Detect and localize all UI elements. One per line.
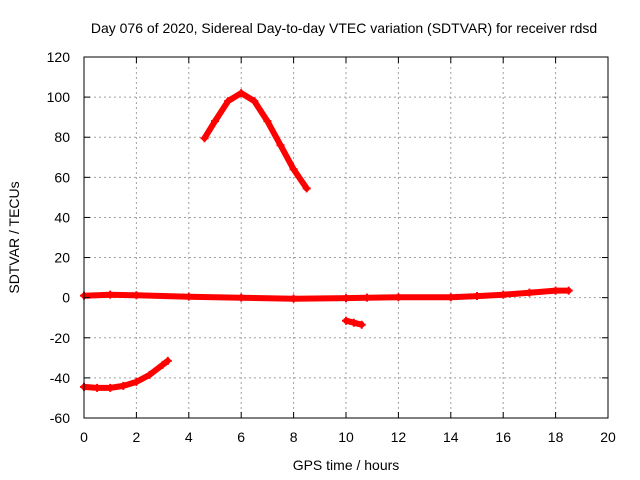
y-tick-label: 0 bbox=[62, 290, 70, 306]
data-point bbox=[200, 134, 209, 143]
data-point bbox=[289, 165, 298, 174]
x-tick-label: 20 bbox=[600, 429, 616, 445]
series-segment-baseline bbox=[81, 287, 572, 302]
data-point bbox=[158, 360, 167, 369]
data-point bbox=[145, 370, 154, 379]
x-tick-label: 6 bbox=[237, 429, 245, 445]
series-group bbox=[80, 89, 573, 392]
y-tick-label: 80 bbox=[54, 129, 70, 145]
ticks bbox=[83, 56, 609, 419]
series-segment-peak bbox=[201, 90, 310, 192]
y-tick-label: 40 bbox=[54, 209, 70, 225]
data-point bbox=[211, 117, 219, 126]
y-tick-label: -60 bbox=[50, 410, 70, 426]
x-tick-label: 14 bbox=[443, 429, 459, 445]
y-tick-label: -40 bbox=[50, 370, 70, 386]
data-point bbox=[551, 286, 560, 295]
x-tick-label: 18 bbox=[548, 429, 564, 445]
tick-labels: 0 2 4 6 8 10 12 14 16 18 20 -60 -40 -20 0 20 40 60 80 100 12… bbox=[47, 49, 616, 445]
data-point bbox=[446, 293, 455, 302]
x-tick-label: 4 bbox=[185, 429, 193, 445]
data-point bbox=[237, 89, 246, 98]
data-point bbox=[93, 383, 102, 392]
data-point bbox=[163, 356, 172, 365]
y-tick-label: 100 bbox=[47, 89, 71, 105]
x-tick-label: 10 bbox=[338, 429, 354, 445]
data-point bbox=[289, 294, 298, 303]
chart-title: Day 076 of 2020, Sidereal Day-to-day VTE… bbox=[91, 20, 597, 36]
data-point bbox=[276, 141, 285, 150]
data-point bbox=[342, 316, 350, 325]
x-tick-label: 12 bbox=[391, 429, 407, 445]
data-point bbox=[349, 318, 358, 327]
series-segment-bottom-left bbox=[81, 357, 171, 391]
x-tick-label: 2 bbox=[133, 429, 141, 445]
y-tick-label: -20 bbox=[50, 330, 70, 346]
grid bbox=[84, 57, 608, 418]
data-point bbox=[342, 294, 350, 303]
data-point bbox=[525, 288, 534, 297]
data-point bbox=[237, 293, 246, 302]
data-point bbox=[106, 383, 115, 392]
y-tick-label: 20 bbox=[54, 250, 70, 266]
x-tick-label: 0 bbox=[80, 429, 88, 445]
data-point bbox=[224, 97, 233, 106]
data-point bbox=[132, 377, 141, 386]
data-point bbox=[250, 97, 259, 106]
data-point bbox=[362, 293, 371, 302]
data-point bbox=[499, 290, 508, 299]
y-tick-label: 60 bbox=[54, 169, 70, 185]
data-point bbox=[132, 291, 141, 300]
y-tick-label: 120 bbox=[47, 49, 71, 65]
x-tick-label: 16 bbox=[495, 429, 511, 445]
data-point bbox=[184, 292, 193, 301]
x-axis-label: GPS time / hours bbox=[293, 457, 400, 473]
data-point bbox=[106, 290, 115, 299]
data-point bbox=[302, 184, 311, 193]
data-point bbox=[357, 320, 366, 329]
y-axis-label: SDTVAR / TECUs bbox=[6, 181, 22, 293]
data-point bbox=[119, 381, 128, 390]
data-point bbox=[394, 293, 403, 302]
data-point bbox=[473, 292, 481, 301]
data-point bbox=[564, 286, 573, 295]
x-tick-label: 8 bbox=[290, 429, 298, 445]
data-point bbox=[263, 117, 272, 126]
